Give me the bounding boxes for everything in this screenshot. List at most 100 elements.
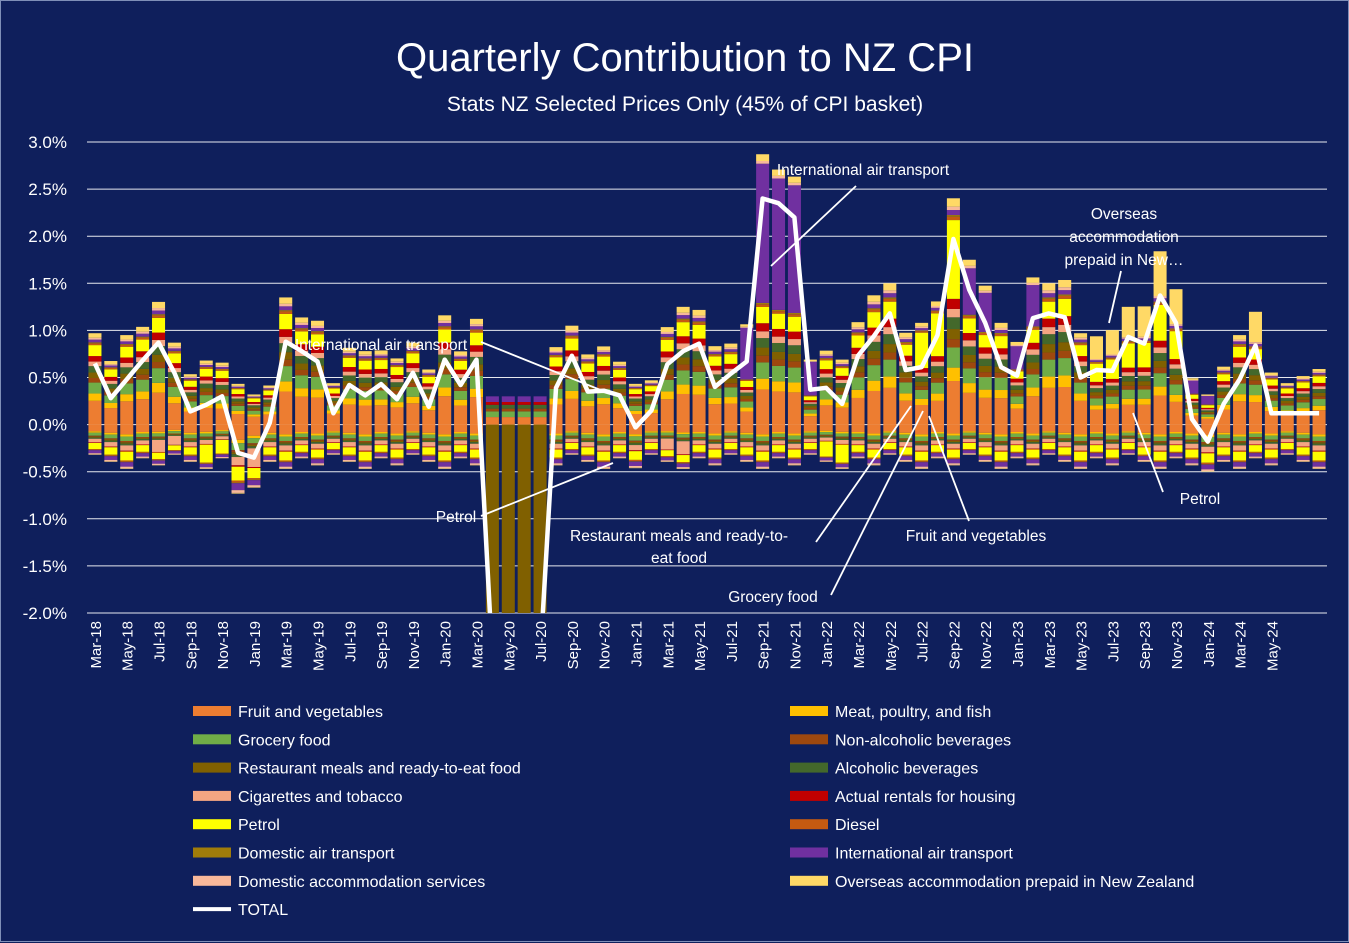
bar-segment bbox=[438, 462, 451, 466]
bar-segment bbox=[232, 384, 245, 386]
bar-segment bbox=[104, 433, 117, 435]
bar-segment bbox=[693, 445, 706, 452]
bar-segment bbox=[1106, 383, 1119, 386]
bar-segment bbox=[327, 450, 340, 453]
bar-segment bbox=[1090, 360, 1103, 362]
bar-segment bbox=[756, 331, 769, 338]
bar-segment bbox=[883, 299, 896, 302]
bar-segment bbox=[295, 438, 308, 439]
bar-segment bbox=[788, 314, 801, 316]
bar-segment bbox=[915, 445, 928, 450]
bar-segment bbox=[168, 351, 181, 352]
bar-segment bbox=[1106, 394, 1119, 397]
x-tick-label: Jan-19 bbox=[247, 621, 264, 667]
bar-segment bbox=[1249, 312, 1262, 342]
bar-segment bbox=[1217, 447, 1230, 454]
bar-segment bbox=[1233, 345, 1246, 347]
bar-segment bbox=[1058, 447, 1071, 454]
bar-segment bbox=[772, 329, 785, 337]
bar-segment bbox=[899, 343, 912, 345]
bar-segment bbox=[184, 447, 197, 454]
bar-segment bbox=[454, 400, 467, 406]
bar-segment bbox=[629, 442, 642, 443]
bar-segment bbox=[1058, 460, 1071, 461]
bar-segment bbox=[88, 453, 101, 454]
bar-segment bbox=[1074, 445, 1087, 450]
bar-segment bbox=[1090, 425, 1103, 432]
bar-segment bbox=[852, 425, 865, 432]
bar-segment bbox=[311, 332, 324, 334]
bar-segment bbox=[390, 365, 403, 366]
bar-segment bbox=[963, 442, 976, 443]
bar-segment bbox=[1106, 459, 1119, 463]
x-tick-label: Nov-20 bbox=[597, 621, 614, 669]
bar-segment bbox=[693, 372, 706, 386]
bar-segment bbox=[693, 323, 706, 325]
bar-segment bbox=[454, 457, 467, 458]
bar-segment bbox=[454, 439, 467, 440]
bar-segment bbox=[820, 425, 833, 431]
bar-segment bbox=[327, 433, 340, 436]
bar-segment bbox=[867, 365, 880, 381]
bar-segment bbox=[1026, 444, 1039, 449]
bar-segment bbox=[756, 323, 769, 331]
legend-swatch bbox=[790, 763, 828, 773]
bar-segment bbox=[613, 444, 626, 445]
bar-segment bbox=[1026, 396, 1039, 424]
bar-segment bbox=[852, 332, 865, 333]
bar-segment bbox=[740, 390, 753, 393]
bar-segment bbox=[104, 447, 117, 454]
bar-segment bbox=[375, 405, 388, 424]
bar-segment bbox=[1010, 437, 1023, 438]
bar-segment bbox=[724, 352, 737, 353]
bar-segment bbox=[820, 458, 833, 461]
bar-segment bbox=[915, 444, 928, 446]
bar-segment bbox=[629, 450, 642, 451]
bar-segment bbox=[152, 383, 165, 393]
bar-segment bbox=[406, 443, 419, 449]
bar-segment bbox=[661, 437, 674, 438]
bar-segment bbox=[1122, 368, 1135, 373]
bar-segment bbox=[740, 438, 753, 439]
bar-segment bbox=[200, 440, 213, 444]
bar-segment bbox=[390, 367, 403, 375]
bar-segment bbox=[359, 383, 372, 387]
bar-segment bbox=[470, 333, 483, 346]
bar-segment bbox=[836, 432, 849, 434]
bar-segment bbox=[1217, 388, 1230, 392]
annotation-label: Grocery food bbox=[728, 589, 818, 606]
bar-segment bbox=[375, 390, 388, 399]
bar-segment bbox=[995, 330, 1008, 333]
bar-segment bbox=[581, 364, 594, 372]
bar-segment bbox=[772, 432, 785, 434]
bar-segment bbox=[661, 351, 674, 357]
bar-segment bbox=[772, 381, 785, 391]
bar-segment bbox=[184, 441, 197, 442]
bar-segment bbox=[136, 399, 149, 424]
bar-segment bbox=[899, 339, 912, 342]
bar-segment bbox=[995, 336, 1008, 348]
bar-segment bbox=[390, 449, 403, 457]
bar-segment bbox=[597, 385, 610, 389]
bar-segment bbox=[1058, 438, 1071, 439]
bar-segment bbox=[120, 394, 133, 401]
bar-segment bbox=[1297, 438, 1310, 439]
bar-segment bbox=[295, 325, 308, 328]
bar-segment bbox=[613, 369, 626, 370]
bar-segment bbox=[311, 444, 324, 449]
bar-segment bbox=[788, 339, 801, 345]
bar-segment bbox=[820, 436, 833, 437]
bar-segment bbox=[343, 455, 356, 456]
bar-segment bbox=[852, 452, 865, 453]
bar-segment bbox=[534, 402, 547, 405]
bar-segment bbox=[200, 361, 213, 364]
bar-segment bbox=[1185, 442, 1198, 444]
bar-segment bbox=[804, 402, 817, 404]
bar-segment bbox=[359, 451, 372, 452]
bar-segment bbox=[1169, 369, 1182, 375]
bar-segment bbox=[295, 437, 308, 438]
bar-segment bbox=[422, 442, 435, 446]
bar-segment bbox=[693, 437, 706, 438]
bar-segment bbox=[152, 310, 165, 314]
bar-segment bbox=[1154, 347, 1167, 353]
